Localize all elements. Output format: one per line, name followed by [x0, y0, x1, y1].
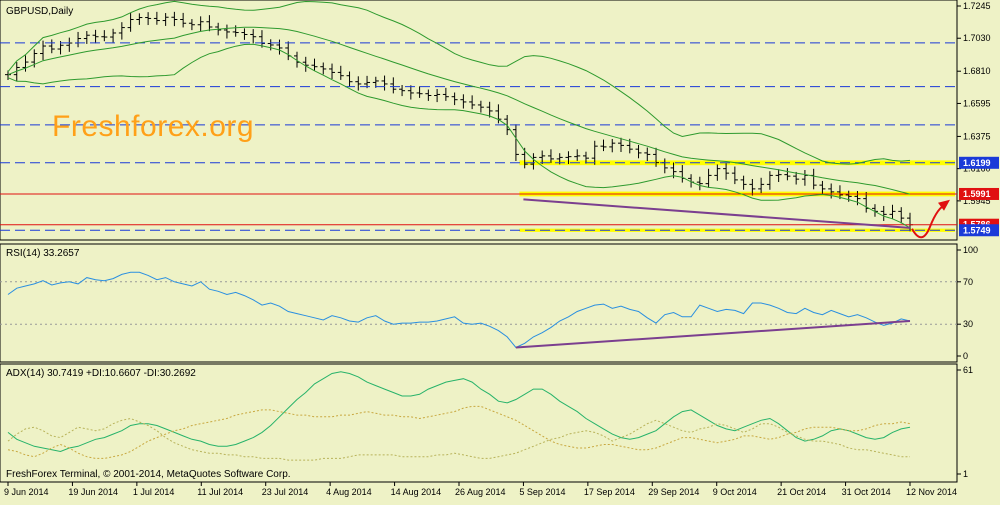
rsi-pane-frame	[0, 243, 958, 363]
price-label-box	[959, 224, 999, 237]
rsi-trendline	[515, 320, 911, 349]
price-label-text: 1.5749	[963, 225, 991, 235]
rsi-line	[7, 271, 911, 349]
price-axis-label: 1.5945	[963, 196, 991, 206]
forecast-arrow	[911, 203, 947, 239]
price-axis-label: 1.6375	[963, 131, 991, 141]
date-axis-label: 31 Oct 2014	[842, 487, 891, 497]
date-axis-label: 1 Jul 2014	[133, 487, 175, 497]
price-axis-label: 1.6810	[963, 66, 991, 76]
watermark-brand: Freshforex.org	[52, 110, 255, 143]
band-lower	[7, 43, 911, 229]
copyright-footer: FreshForex Terminal, © 2001-2014, MetaQu…	[6, 469, 291, 480]
symbol-label: GBPUSD,Daily	[6, 6, 73, 17]
date-axis-label: 5 Sep 2014	[519, 487, 565, 497]
rsi-axis-label: 30	[963, 319, 973, 329]
price-axis-label: 1.7030	[963, 33, 991, 43]
price-trendline	[523, 198, 911, 229]
forecast-arrow-head	[938, 199, 950, 211]
band-middle	[7, 26, 911, 195]
adx-pane-frame	[0, 363, 958, 483]
date-axis-label: 23 Jul 2014	[262, 487, 309, 497]
date-axis-label: 21 Oct 2014	[777, 487, 826, 497]
date-axis-label: 9 Oct 2014	[713, 487, 757, 497]
price-pane-frame	[0, 0, 958, 241]
rsi-axis-label: 100	[963, 245, 978, 255]
rsi-axis-label: 70	[963, 277, 973, 287]
rsi-pane	[0, 243, 958, 363]
adx-series-di	[7, 405, 911, 459]
date-axis-label: 14 Aug 2014	[391, 487, 442, 497]
price-label-text: 1.6199	[963, 158, 991, 168]
adx-series-di	[7, 417, 910, 461]
price-axis-label: 1.6595	[963, 98, 991, 108]
date-axis-label: 19 Jun 2014	[68, 487, 118, 497]
date-axis-label: 12 Nov 2014	[906, 487, 957, 497]
band-upper	[7, 0, 911, 165]
date-axis-label: 26 Aug 2014	[455, 487, 506, 497]
adx-pane	[0, 363, 958, 483]
price-label-box	[959, 187, 999, 200]
price-label-text: 1.5991	[963, 189, 991, 199]
adx-series-adx	[7, 371, 911, 453]
price-label-box	[959, 156, 999, 169]
date-axis-label: 11 Jul 2014	[197, 487, 243, 497]
date-axis-label: 4 Aug 2014	[326, 487, 372, 497]
rsi-label: RSI(14) 33.2657	[6, 248, 80, 259]
date-axis-label: 29 Sep 2014	[648, 487, 699, 497]
rsi-axis-label: 0	[963, 351, 968, 361]
date-axis-label: 17 Sep 2014	[584, 487, 635, 497]
price-axis-label: 1.7245	[963, 1, 991, 11]
adx-axis-label: 1	[963, 469, 968, 479]
adx-axis-label: 61	[963, 365, 973, 375]
date-axis-label: 9 Jun 2014	[4, 487, 49, 497]
adx-label: ADX(14) 30.7419 +DI:10.6607 -DI:30.2692	[6, 368, 196, 379]
